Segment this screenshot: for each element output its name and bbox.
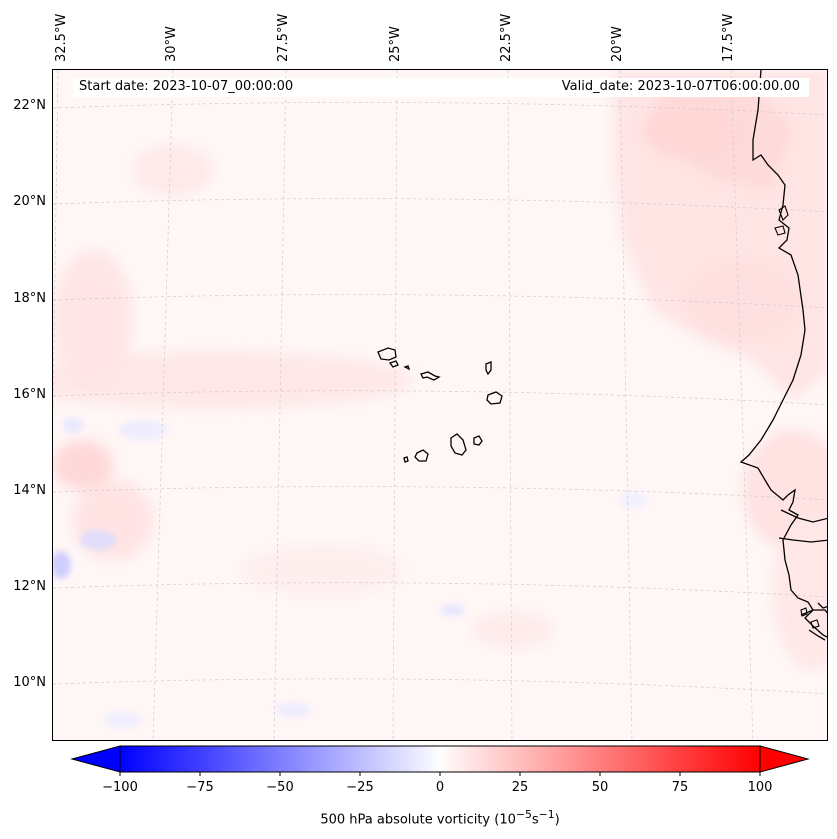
lat-label-20n: 20°N	[13, 194, 46, 209]
lat-label-18n: 18°N	[13, 291, 46, 306]
island-santo-antao	[377, 347, 397, 361]
island-fogo	[414, 449, 429, 462]
colorbar-left-extend	[70, 745, 121, 773]
colorbar-tick-label: −50	[266, 780, 294, 795]
lon-label-25w: 25°W	[388, 26, 403, 62]
african-coastline	[739, 70, 827, 641]
vorticity-colorbar	[70, 745, 810, 776]
lon-label-32-5w: 32.5°W	[54, 13, 69, 62]
island-brava	[403, 456, 409, 463]
island-santiago	[450, 433, 467, 456]
lon-label-22-5w: 22.5°W	[499, 13, 514, 62]
valid-date-label: Valid_date: 2023-10-07T06:00:00.00	[561, 79, 800, 94]
lat-label-10n: 10°N	[13, 675, 46, 690]
colorbar-right-extend	[759, 745, 810, 773]
island-sao-nicolau	[420, 371, 441, 381]
negative-vorticity-patches	[53, 417, 647, 728]
lat-label-14n: 14°N	[13, 483, 46, 498]
colorbar-label: 500 hPa absolute vorticity (10−5s−1)	[320, 808, 560, 828]
colorbar-tick-label: −75	[186, 780, 214, 795]
lat-label-12n: 12°N	[13, 579, 46, 594]
map-panel: Start date: 2023-10-07_00:00:00 Valid_da…	[52, 69, 828, 741]
lat-label-22n: 22°N	[13, 98, 46, 113]
island-sao-vicente	[388, 360, 399, 368]
positive-vorticity-patches	[53, 70, 827, 670]
start-date-label: Start date: 2023-10-07_00:00:00	[79, 79, 294, 94]
colorbar-tick-label: −25	[346, 780, 374, 795]
colorbar-tick-label: −100	[102, 780, 138, 795]
cape-verde-islands	[377, 347, 503, 463]
coastal-islets	[774, 205, 820, 629]
island-maio	[473, 435, 483, 446]
lat-label-16n: 16°N	[13, 387, 46, 402]
lon-label-27-5w: 27.5°W	[276, 13, 291, 62]
colorbar-tick-label: 25	[511, 780, 529, 795]
colorbar-body	[119, 745, 761, 773]
graticule-grid	[53, 70, 827, 740]
date-info-bar	[73, 78, 809, 97]
colorbar-tick-label: 0	[435, 780, 445, 795]
colorbar-tick-label: 50	[591, 780, 609, 795]
colorbar-tick-label: 100	[747, 780, 773, 795]
colorbar-ticks	[119, 772, 761, 776]
island-sal	[485, 361, 492, 376]
lon-label-20w: 20°W	[610, 26, 625, 62]
island-santa-luzia	[403, 365, 411, 371]
vorticity-field-map	[53, 70, 827, 740]
colorbar-tick-label: 75	[671, 780, 689, 795]
lon-label-30w: 30°W	[164, 26, 179, 62]
lon-label-17-5w: 17.5°W	[721, 13, 736, 62]
island-boa-vista	[486, 391, 503, 405]
